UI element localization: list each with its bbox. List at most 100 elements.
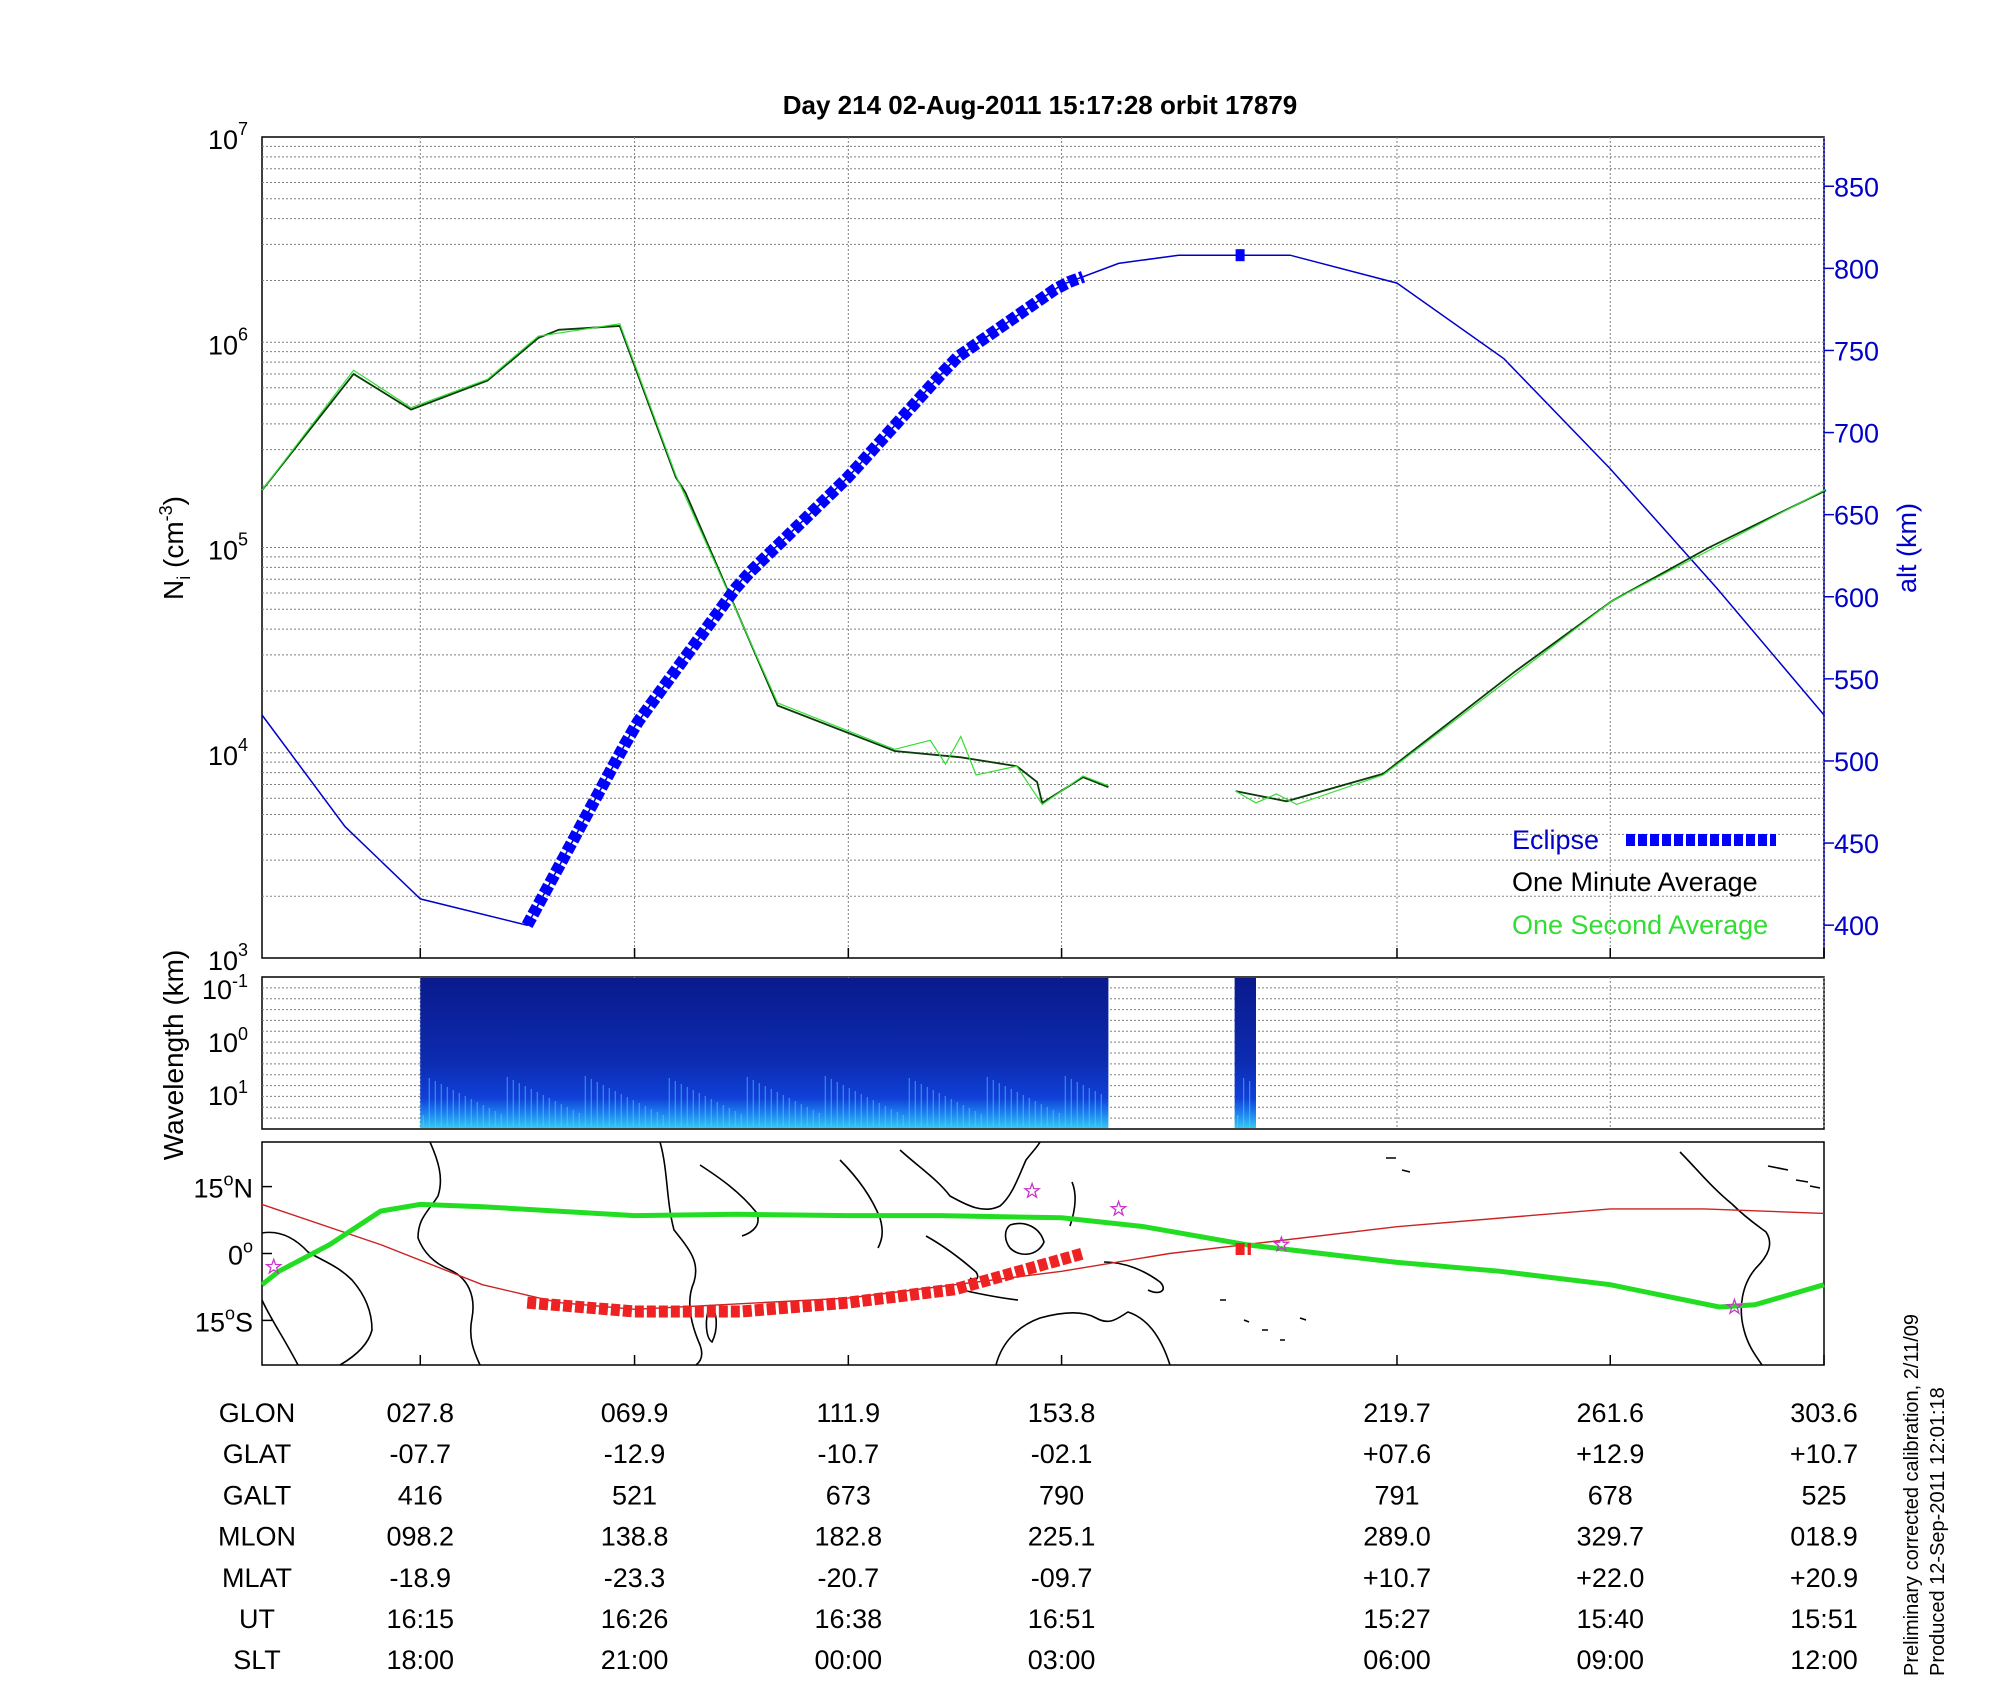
density-tick-exponent: 5 xyxy=(238,530,248,550)
density-vertical-grid xyxy=(419,137,1825,958)
density-tick-exponent: 7 xyxy=(238,119,248,139)
table-cell: 521 xyxy=(612,1480,657,1510)
density-tick-base: 10 xyxy=(208,741,238,771)
table-cell: 416 xyxy=(398,1480,443,1510)
density-tick-label: 106 xyxy=(208,324,248,360)
latitude-tick-hemisphere: N xyxy=(234,1174,254,1204)
latitude-tick-value: 15 xyxy=(195,1307,225,1337)
table-row-label: UT xyxy=(239,1604,275,1634)
table-cell: +10.7 xyxy=(1363,1563,1431,1593)
wavelength-tick-label: 10-1 xyxy=(202,971,248,1005)
table-cell: 16:26 xyxy=(601,1604,669,1634)
orbit-track-line xyxy=(260,1201,1825,1310)
table-cell: 219.7 xyxy=(1363,1398,1431,1428)
coastline-south-america-west xyxy=(261,1299,299,1366)
eclipse-track xyxy=(526,1247,1085,1318)
table-cell: 790 xyxy=(1039,1480,1084,1510)
altitude-axis-label: alt (km) xyxy=(1892,503,1922,593)
density-tick-label: 104 xyxy=(208,735,248,771)
coastline-asia xyxy=(899,1141,1041,1211)
table-cell: -20.7 xyxy=(818,1563,880,1593)
table-cell: 138.8 xyxy=(601,1522,669,1552)
spectrogram-data xyxy=(420,978,1256,1128)
coastline-philippines xyxy=(1069,1181,1076,1227)
table-cell: -12.9 xyxy=(604,1439,666,1469)
table-cell: -23.3 xyxy=(604,1563,666,1593)
table-row-label: GALT xyxy=(223,1480,292,1510)
density-tick-label: 105 xyxy=(208,530,248,566)
table-cell: 791 xyxy=(1374,1480,1419,1510)
table-cell: 16:38 xyxy=(815,1604,883,1634)
wavelength-tick-base: 10 xyxy=(202,975,232,1005)
density-grid xyxy=(262,145,1824,897)
latitude-tick-degree: o xyxy=(243,1237,253,1257)
orbit-parameter-table: GLON345.7027.8069.9111.9153.8219.7261.63… xyxy=(218,1398,1858,1675)
table-row-label: MLAT xyxy=(222,1563,292,1593)
altitude-tick-label: 450 xyxy=(1834,829,1879,859)
altitude-tick-label: 700 xyxy=(1834,419,1879,449)
altitude-tick-label: 750 xyxy=(1834,336,1879,366)
table-cell: 12:00 xyxy=(1790,1645,1858,1675)
table-cell: +10.7 xyxy=(1790,1439,1858,1469)
table-row-label: MLON xyxy=(218,1522,296,1552)
latitude-tick-degree: o xyxy=(225,1303,235,1323)
density-tick-label: 107 xyxy=(208,119,248,155)
coastline-south-america xyxy=(261,1231,373,1366)
wavelength-tick-base: 10 xyxy=(208,1081,238,1111)
table-cell: 069.9 xyxy=(601,1398,669,1428)
coastline-australia xyxy=(995,1311,1171,1366)
table-cell: 21:00 xyxy=(601,1645,669,1675)
latitude-tick-value: 15 xyxy=(193,1174,223,1204)
altitude-axis-ticks: 850 800 750 700 650 600 550 500 450 400 xyxy=(1824,172,1879,941)
table-cell: 16:15 xyxy=(386,1604,454,1634)
eclipse-marker-segment xyxy=(521,271,1086,929)
table-cell: +20.9 xyxy=(1790,1563,1858,1593)
star-marker xyxy=(1023,1181,1042,1199)
table-cell: 225.1 xyxy=(1028,1522,1096,1552)
table-cell: +22.0 xyxy=(1576,1563,1644,1593)
table-row-label: GLAT xyxy=(223,1439,292,1469)
table-cell: 15:27 xyxy=(1363,1604,1431,1634)
spectrogram-block xyxy=(1234,978,1256,1128)
table-cell: +07.6 xyxy=(1363,1439,1431,1469)
chart-title: Day 214 02-Aug-2011 15:17:28 orbit 17879 xyxy=(783,90,1298,120)
wavelength-tick-exponent: 1 xyxy=(238,1077,248,1097)
coastline-borneo xyxy=(1004,1222,1045,1255)
star-markers xyxy=(264,1181,1744,1315)
one-second-average-line xyxy=(261,323,1109,806)
coastline-africa xyxy=(417,1141,481,1366)
spectrogram-axis-label: Wavelength (km) xyxy=(158,950,189,1161)
table-cell: -18.9 xyxy=(390,1563,452,1593)
map-latitude-ticks xyxy=(262,1185,1825,1365)
table-row-label: SLT xyxy=(233,1645,281,1675)
legend-one-minute-label: One Minute Average xyxy=(1512,867,1758,897)
eclipse-markers xyxy=(521,249,1246,929)
density-axis-label-unit-sup: -3 xyxy=(156,505,176,521)
table-cell: 06:00 xyxy=(1363,1645,1431,1675)
coastline-caribbean xyxy=(1767,1165,1821,1189)
latitude-tick-label: 0o xyxy=(228,1237,253,1271)
star-marker xyxy=(1272,1235,1291,1253)
coastline-new-guinea xyxy=(1103,1261,1164,1294)
legend: Eclipse One Minute Average One Second Av… xyxy=(1512,825,1776,940)
table-cell: -07.7 xyxy=(390,1439,452,1469)
altitude-tick-label: 400 xyxy=(1834,911,1879,941)
table-cell: 673 xyxy=(826,1480,871,1510)
table-cell: 098.2 xyxy=(386,1522,454,1552)
altitude-tick-label: 550 xyxy=(1834,665,1879,695)
altitude-tick-label: 600 xyxy=(1834,583,1879,613)
density-tick-base: 10 xyxy=(208,536,238,566)
legend-eclipse-label: Eclipse xyxy=(1512,825,1599,855)
table-cell: 16:51 xyxy=(1028,1604,1096,1634)
table-cell: -02.1 xyxy=(1031,1439,1093,1469)
table-cell: 09:00 xyxy=(1576,1645,1644,1675)
wavelength-tick-label: 101 xyxy=(208,1077,248,1111)
table-cell: 182.8 xyxy=(815,1522,883,1552)
